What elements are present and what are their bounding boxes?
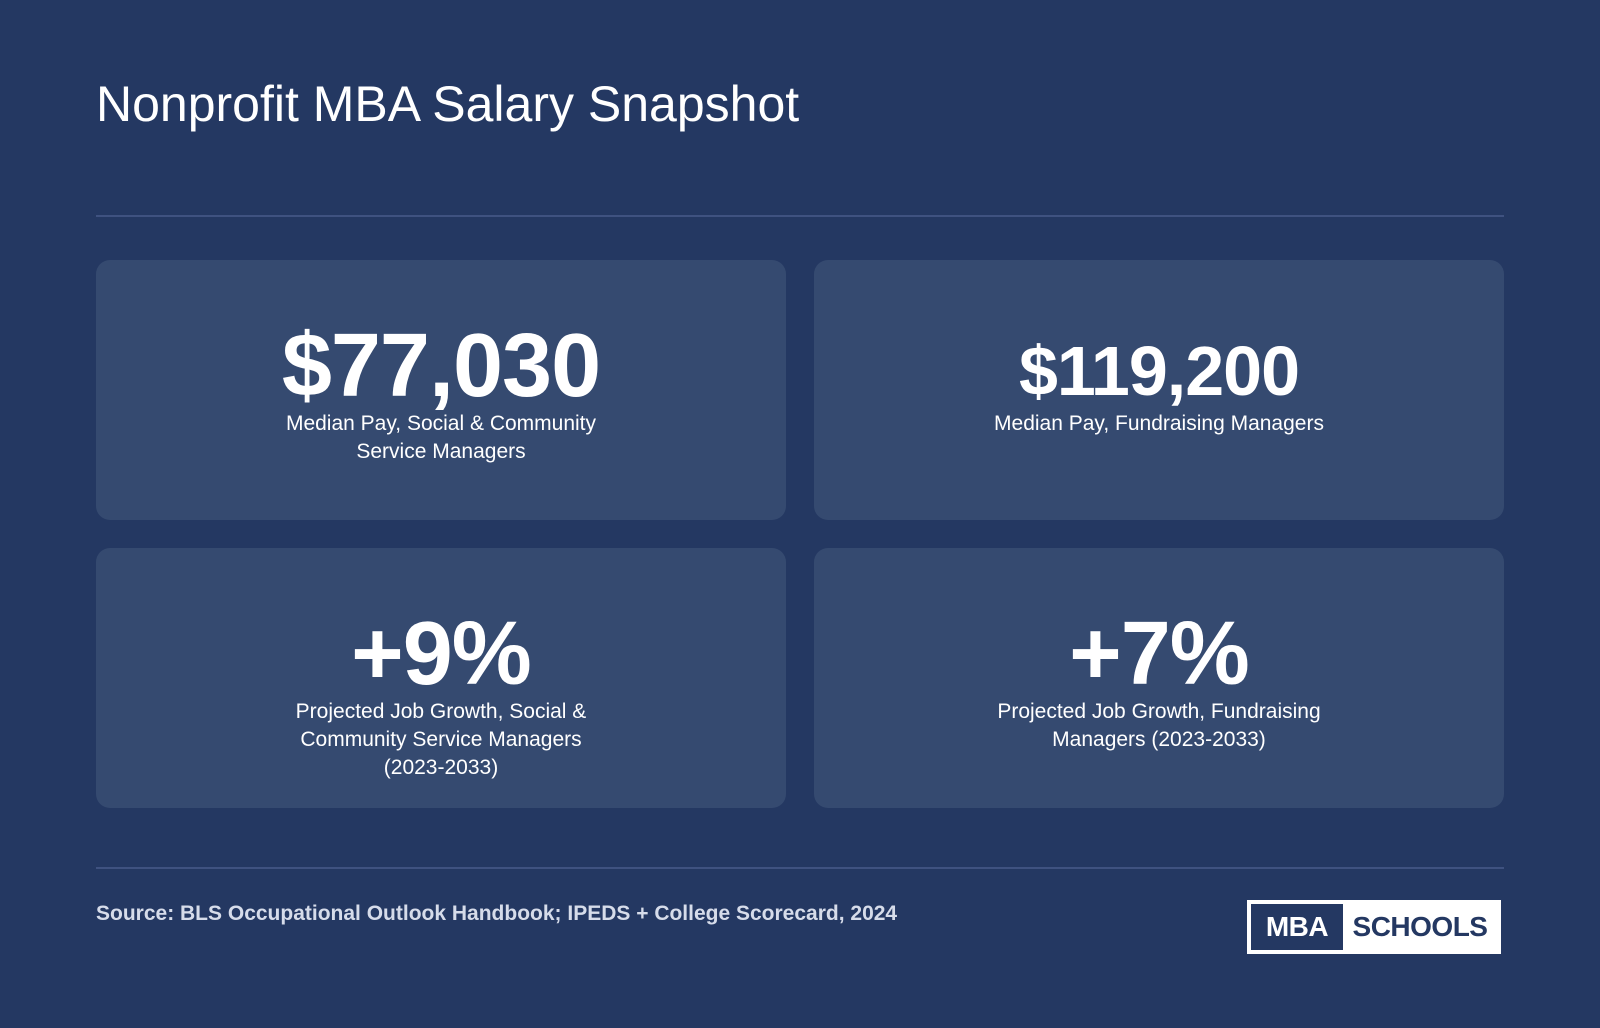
stat-card-fundraising-growth: +7% Projected Job Growth, Fundraising Ma… (814, 548, 1504, 808)
stat-value: $119,200 (1018, 332, 1300, 410)
logo-mba-text: MBA (1251, 904, 1343, 950)
stat-label: Median Pay, Fundraising Managers (994, 412, 1324, 435)
top-divider (96, 215, 1504, 217)
mba-schools-logo: MBA SCHOOLS (1247, 900, 1501, 954)
logo-schools-text: SCHOOLS (1352, 911, 1488, 942)
stat-label: Projected Job Growth, Fundraising Manage… (997, 700, 1321, 751)
stat-label: Median Pay, Social & Community Service M… (285, 412, 597, 463)
stat-card-fundraising-pay: $119,200 Median Pay, Fundraising Manager… (814, 260, 1504, 520)
page-title: Nonprofit MBA Salary Snapshot (96, 76, 800, 132)
bottom-divider (96, 867, 1504, 869)
stat-value: $77,030 (281, 316, 601, 416)
source-note: Source: BLS Occupational Outlook Handboo… (96, 902, 898, 925)
stat-card-social-growth: +9% Projected Job Growth, Social & Commu… (96, 548, 786, 808)
stat-value: +7% (1069, 604, 1250, 704)
stat-card-social-pay: $77,030 Median Pay, Social & Community S… (96, 260, 786, 520)
stat-value: +9% (351, 604, 532, 704)
stats-grid: $77,030 Median Pay, Social & Community S… (96, 260, 1504, 808)
stat-label: Projected Job Growth, Social & Community… (295, 700, 587, 779)
